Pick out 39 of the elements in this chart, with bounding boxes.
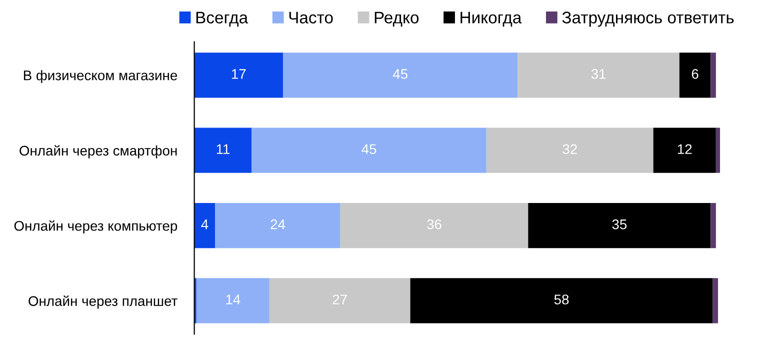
data-label: 58 (554, 294, 569, 304)
bar (712, 278, 718, 324)
bar (340, 202, 528, 248)
data-label: 45 (392, 69, 408, 79)
bar (194, 128, 252, 173)
data-label: 4 (201, 220, 208, 230)
bar (710, 52, 716, 98)
legend-label: Никогда (460, 12, 522, 27)
bar (716, 128, 720, 173)
y-tick-label: Онлайн через планшет (28, 296, 178, 309)
bar (410, 278, 713, 324)
y-tick-label: Онлайн через компьютер (14, 220, 178, 234)
y-tick-label: В физическом магазине (24, 70, 178, 84)
y-tick-label: Онлайн через смартфон (20, 145, 177, 158)
bar (194, 52, 283, 98)
bar (710, 202, 716, 248)
data-label: 45 (362, 144, 376, 154)
legend-label: Редко (374, 12, 419, 27)
bar (269, 278, 410, 324)
bar (215, 202, 340, 248)
bar (194, 202, 216, 248)
legend-label: Всегда (196, 12, 248, 27)
legend-label: Затрудняюсь ответить (562, 12, 734, 27)
bar (679, 52, 711, 98)
data-label: 11 (216, 144, 230, 154)
bar (528, 202, 711, 248)
data-label: 6 (692, 69, 698, 79)
bar (252, 128, 486, 173)
data-label: 35 (612, 219, 627, 230)
legend-label: Часто (289, 12, 333, 24)
bar (518, 52, 680, 98)
bar (196, 278, 270, 324)
data-label: 17 (232, 69, 246, 79)
data-label: 12 (678, 144, 692, 154)
bar (282, 52, 518, 98)
data-label: 24 (270, 219, 286, 230)
data-label: 14 (226, 294, 240, 304)
bar (486, 128, 654, 173)
bar (653, 128, 716, 173)
